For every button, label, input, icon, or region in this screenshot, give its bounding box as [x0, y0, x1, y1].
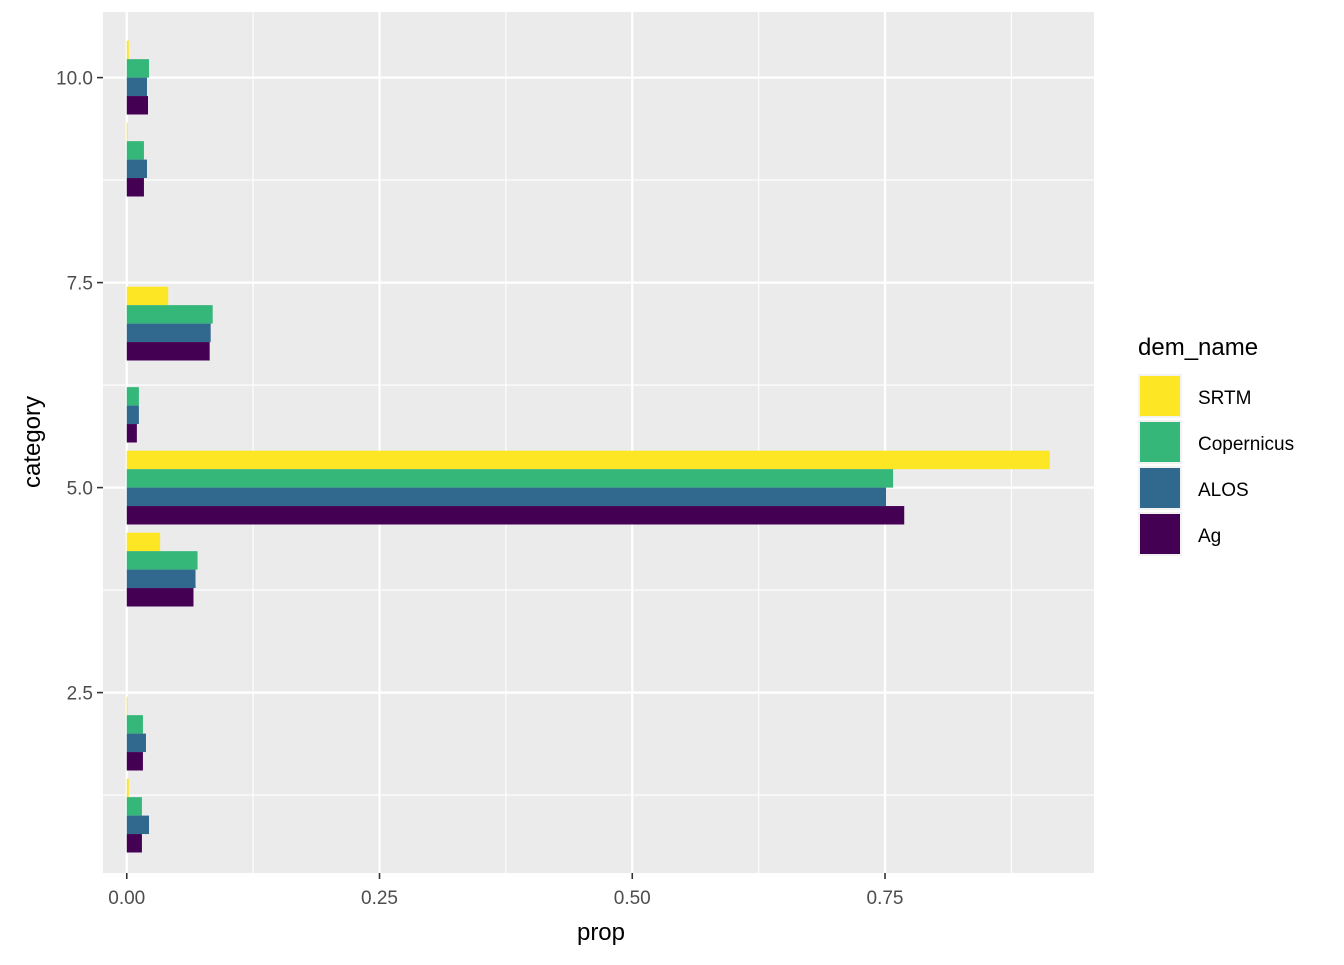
legend-label-alos: ALOS — [1198, 480, 1249, 501]
bar-srtm-category-4 — [126, 532, 161, 552]
bar-copernicus-category-5 — [126, 469, 894, 488]
bar-copernicus-category-10 — [126, 59, 150, 78]
bar-ag-category-1 — [126, 834, 142, 853]
x-tick-label: 0.75 — [867, 888, 904, 909]
bar-alos-category-2 — [126, 733, 146, 753]
bar-alos-category-7 — [126, 323, 211, 343]
bar-alos-category-10 — [126, 77, 147, 97]
bar-alos-category-5 — [126, 487, 887, 507]
bar-ag-category-10 — [126, 96, 148, 115]
y-axis-title: category — [19, 396, 46, 488]
bar-copernicus-category-4 — [126, 551, 198, 570]
legend-swatch-srtm — [1140, 376, 1180, 416]
y-tick-label: 2.5 — [67, 684, 93, 705]
y-tick-label: 10.0 — [56, 69, 93, 90]
bar-alos-category-9 — [126, 159, 147, 179]
bar-copernicus-category-1 — [126, 797, 142, 816]
bars — [126, 40, 1050, 853]
bar-copernicus-category-6 — [126, 387, 139, 406]
bar-alos-category-4 — [126, 569, 196, 589]
bar-ag-category-4 — [126, 588, 194, 607]
bar-ag-category-5 — [126, 506, 905, 525]
bar-srtm-category-1 — [126, 778, 129, 798]
legend: dem_name SRTM Copernicus ALOS Ag — [1138, 334, 1294, 556]
bar-ag-category-6 — [126, 424, 137, 443]
x-tick-label: 0.25 — [361, 888, 398, 909]
legend-label-ag: Ag — [1198, 526, 1221, 547]
bar-srtm-category-2 — [126, 696, 128, 716]
legend-swatch-copernicus — [1140, 422, 1180, 462]
bar-copernicus-category-7 — [126, 305, 213, 324]
bar-srtm-category-7 — [126, 286, 169, 306]
bar-copernicus-category-2 — [126, 715, 143, 734]
axes: 0.00 0.25 0.50 0.75 2.5 5.0 7.5 10.0 — [56, 69, 903, 909]
legend-title: dem_name — [1138, 334, 1258, 361]
bar-ag-category-7 — [126, 342, 210, 361]
panel-background — [103, 12, 1094, 873]
y-tick-label: 5.0 — [67, 479, 93, 500]
bar-copernicus-category-9 — [126, 141, 144, 160]
y-tick-label: 7.5 — [67, 274, 93, 295]
x-axis-title: prop — [577, 919, 625, 946]
x-tick-label: 0.00 — [108, 888, 145, 909]
legend-label-copernicus: Copernicus — [1198, 434, 1294, 455]
legend-swatch-alos — [1140, 468, 1180, 508]
bar-alos-category-6 — [126, 405, 139, 425]
legend-swatch-ag — [1140, 514, 1180, 554]
x-tick-label: 0.50 — [614, 888, 651, 909]
bar-ag-category-2 — [126, 752, 143, 771]
bar-alos-category-1 — [126, 815, 150, 835]
bar-srtm-category-10 — [126, 40, 129, 60]
bar-srtm-category-9 — [126, 122, 128, 142]
bar-srtm-category-5 — [126, 450, 1050, 470]
bar-ag-category-9 — [126, 178, 144, 197]
legend-label-srtm: SRTM — [1198, 388, 1251, 409]
